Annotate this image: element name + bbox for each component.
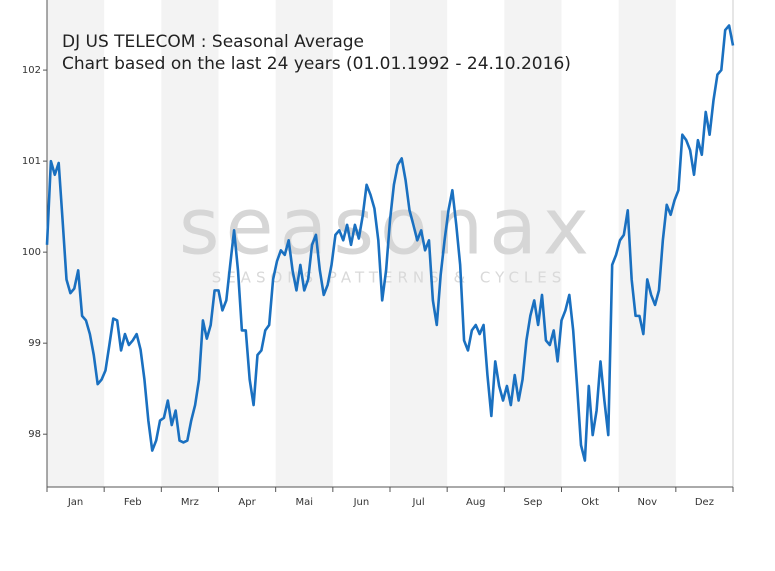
y-tick-label: 98 [28,429,41,440]
x-tick-label: Feb [124,497,142,508]
y-tick-label: 102 [22,65,41,76]
x-tick-label: Dez [695,497,714,508]
x-tick-label: Okt [581,497,599,508]
watermark: seasonax [179,182,595,272]
month-band [161,0,219,487]
x-tick-label: Sep [523,497,542,508]
x-tick-label: Mrz [181,497,199,508]
month-band [390,0,448,487]
y-tick-label: 101 [22,156,41,167]
month-band [618,0,676,487]
x-tick-label: Jul [412,497,425,508]
chart-title: DJ US TELECOM : Seasonal Average [62,32,364,52]
x-tick-label: Mai [295,497,313,508]
x-tick-label: Aug [466,497,486,508]
y-tick-label: 99 [28,338,41,349]
chart-subtitle: Chart based on the last 24 years (01.01.… [62,54,571,74]
x-tick-label: Jun [353,497,370,508]
x-tick-label: Jan [67,497,83,508]
x-tick-label: Nov [637,497,657,508]
line-series [45,24,735,462]
month-band [275,0,333,487]
watermark-tagline: SEASONS PATTERNS & CYCLES [212,269,567,287]
month-band [504,0,562,487]
background [43,0,734,492]
y-tick-label: 100 [22,247,41,258]
x-tick-label: Apr [238,497,256,508]
month-band [47,0,105,487]
